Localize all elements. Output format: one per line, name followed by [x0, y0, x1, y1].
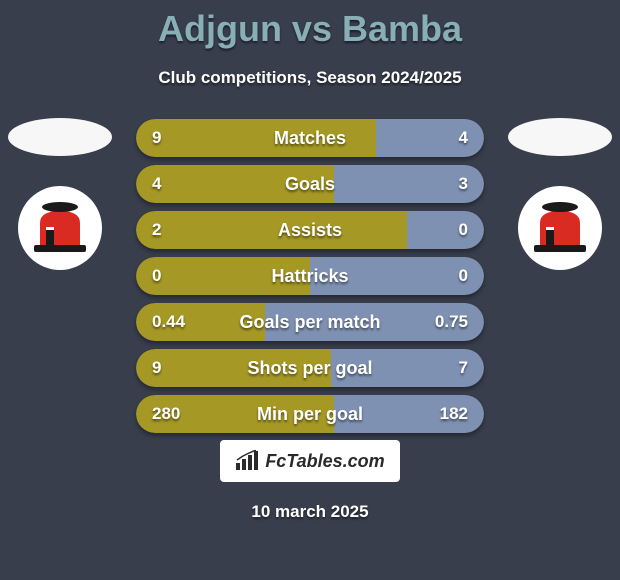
stat-value-left: 9: [152, 349, 161, 387]
stat-value-right: 4: [459, 119, 468, 157]
player-left-column: [8, 118, 112, 270]
stat-value-left: 280: [152, 395, 180, 433]
stat-bar-right: [407, 211, 484, 249]
stat-bar-left: [136, 119, 376, 157]
stat-value-right: 3: [459, 165, 468, 203]
stat-value-right: 0: [459, 257, 468, 295]
player-right-avatar: [518, 186, 602, 270]
stat-value-left: 9: [152, 119, 161, 157]
stat-value-right: 0: [459, 211, 468, 249]
stat-value-left: 0: [152, 257, 161, 295]
stat-bar-left: [136, 349, 331, 387]
stat-row: 97Shots per goal: [136, 349, 484, 387]
date-label: 10 march 2025: [0, 502, 620, 522]
stat-value-left: 2: [152, 211, 161, 249]
player-left-nameplate: [8, 118, 112, 156]
stat-value-left: 0.44: [152, 303, 185, 341]
player-right-nameplate: [508, 118, 612, 156]
player-right-column: [508, 118, 612, 270]
bar-chart-icon: [235, 450, 259, 472]
stat-bar-left: [136, 257, 310, 295]
stat-row: 0.440.75Goals per match: [136, 303, 484, 341]
stat-value-right: 0.75: [435, 303, 468, 341]
player-left-avatar: [18, 186, 102, 270]
subtitle: Club competitions, Season 2024/2025: [0, 68, 620, 88]
stat-row: 280182Min per goal: [136, 395, 484, 433]
site-logo-text: FcTables.com: [265, 451, 384, 472]
stat-bar-left: [136, 211, 407, 249]
comparison-chart: 94Matches43Goals20Assists00Hattricks0.44…: [136, 119, 484, 441]
stat-bar-left: [136, 165, 334, 203]
page-title: Adjgun vs Bamba: [0, 0, 620, 50]
stat-row: 43Goals: [136, 165, 484, 203]
club-crest-icon: [530, 201, 590, 255]
site-logo: FcTables.com: [220, 440, 400, 482]
club-crest-icon: [30, 201, 90, 255]
stat-row: 94Matches: [136, 119, 484, 157]
stat-value-right: 182: [440, 395, 468, 433]
stat-row: 00Hattricks: [136, 257, 484, 295]
stat-value-left: 4: [152, 165, 161, 203]
stat-value-right: 7: [459, 349, 468, 387]
stat-row: 20Assists: [136, 211, 484, 249]
